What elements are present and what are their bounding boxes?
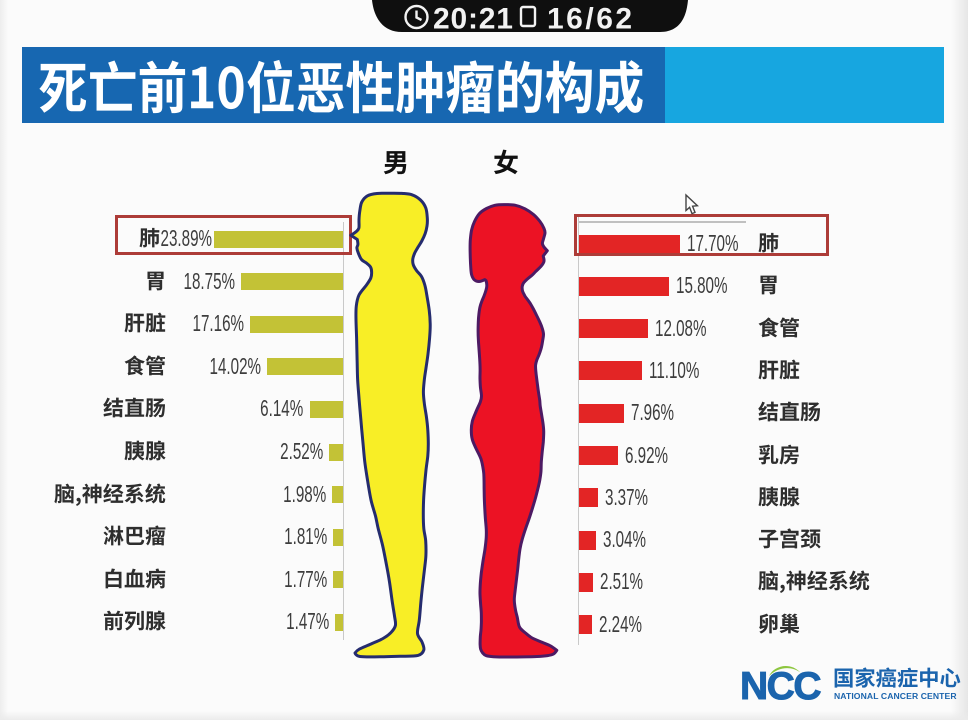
- svg-text:16/62: 16/62: [547, 3, 635, 36]
- svg-text:20:21: 20:21: [433, 3, 514, 36]
- svg-text:NATIONAL CANCER CENTER: NATIONAL CANCER CENTER: [834, 691, 957, 701]
- svg-text:NCC: NCC: [740, 665, 821, 705]
